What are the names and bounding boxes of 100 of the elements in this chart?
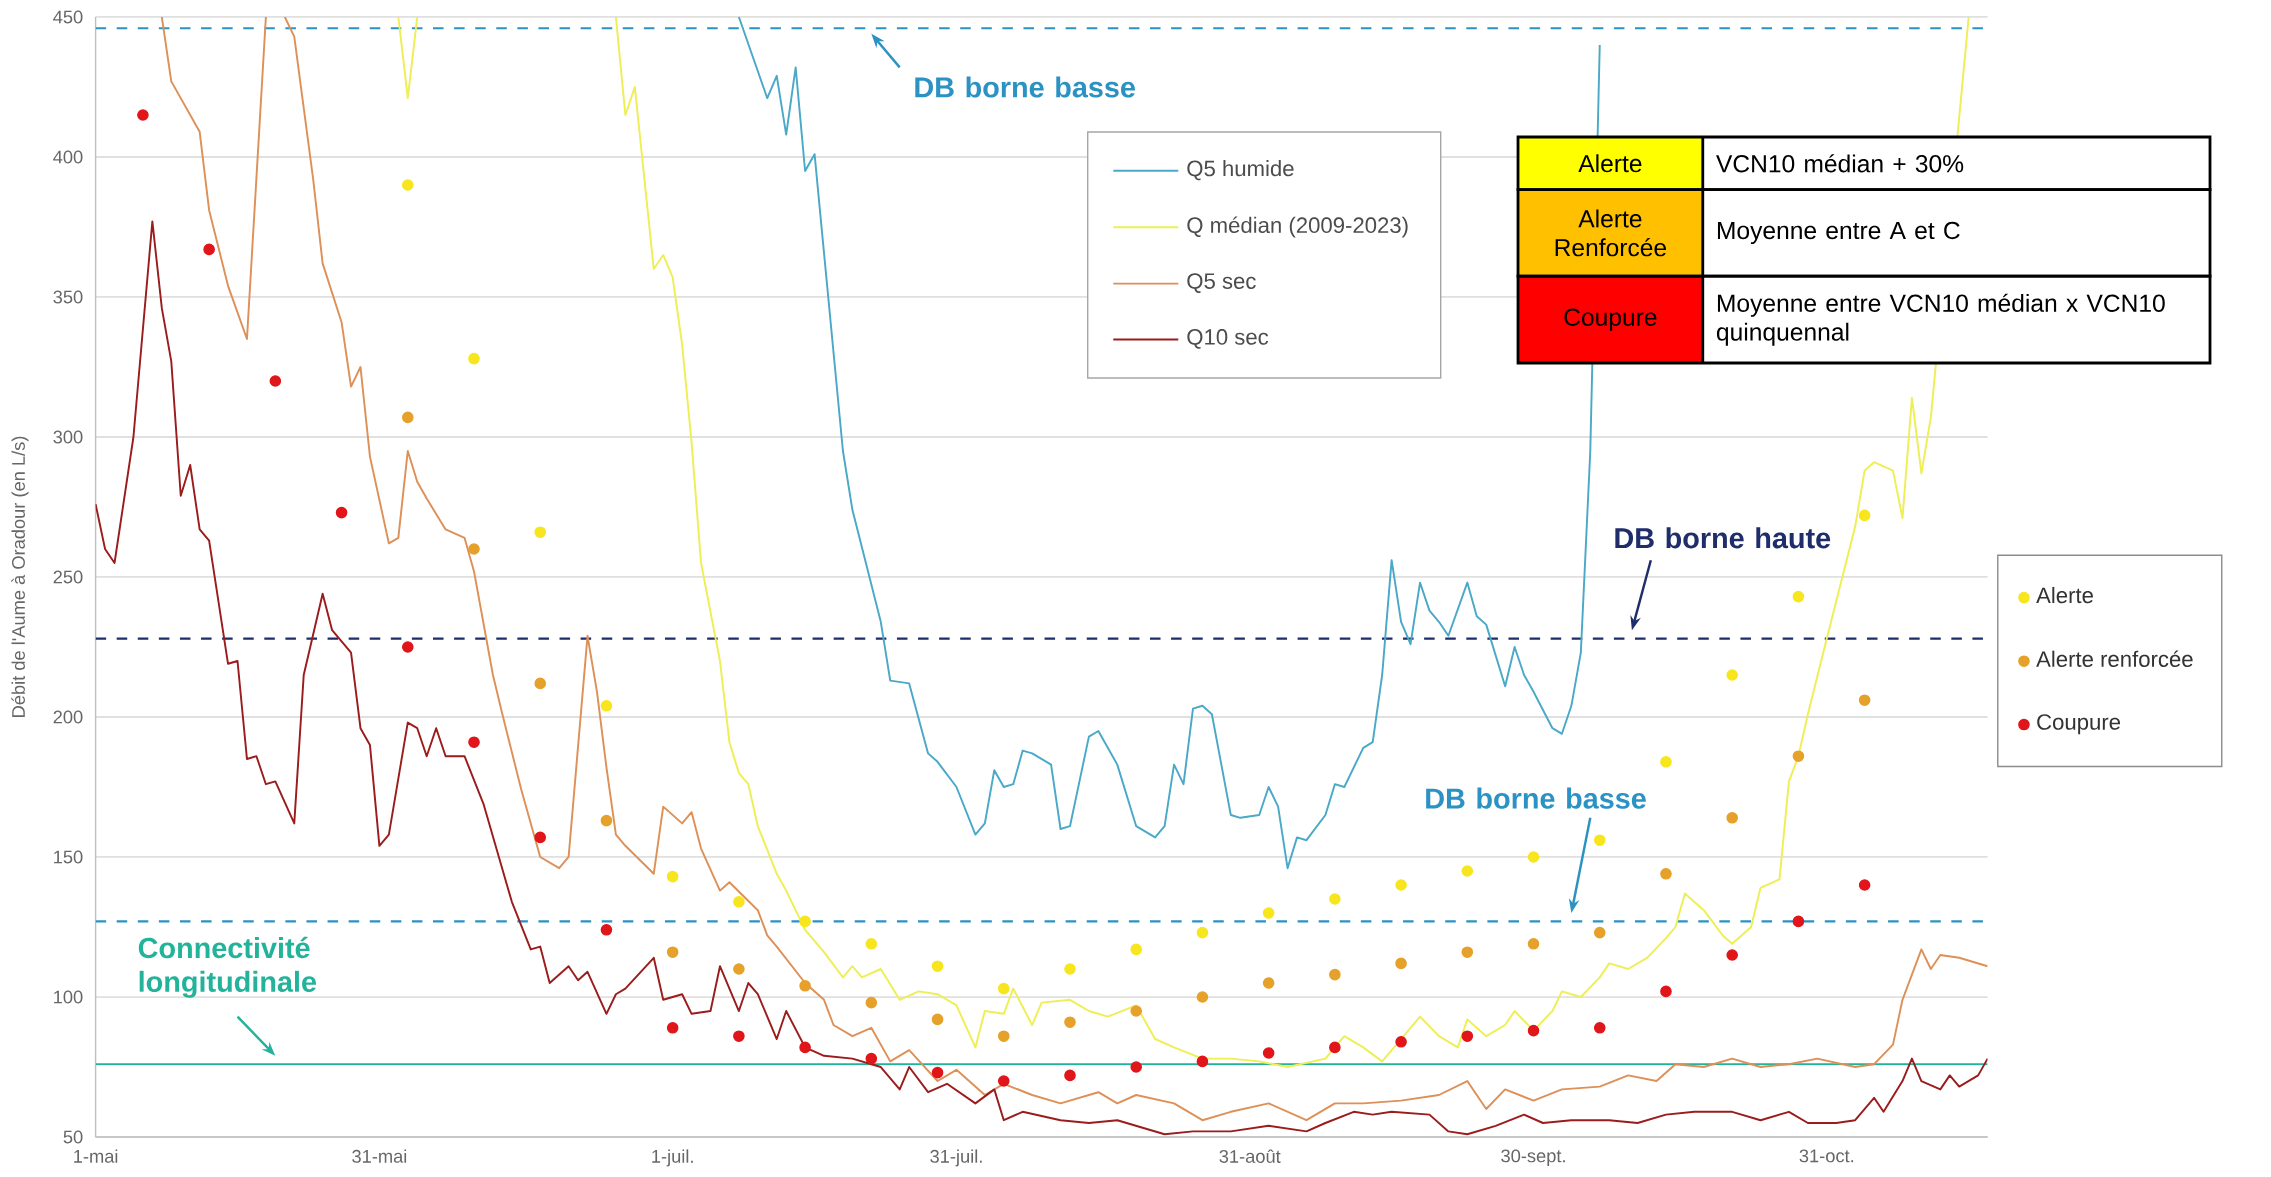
point bbox=[1262, 1047, 1275, 1059]
point bbox=[931, 1013, 944, 1026]
category-label: Coupure bbox=[1564, 308, 1657, 331]
ref-line-label: Connectivité longitudinale bbox=[138, 936, 317, 998]
legend-label: Coupure bbox=[2037, 714, 2121, 735]
point bbox=[1527, 937, 1540, 950]
point bbox=[468, 352, 480, 365]
x-tick-label: 31-oct. bbox=[1799, 1149, 1854, 1163]
y-tick-label: 150 bbox=[54, 850, 83, 864]
point bbox=[865, 1052, 878, 1065]
point bbox=[1130, 1061, 1143, 1073]
point bbox=[799, 915, 811, 928]
point bbox=[468, 543, 480, 555]
y-tick-label: 250 bbox=[53, 570, 83, 584]
point bbox=[1792, 590, 1805, 603]
point bbox=[997, 1075, 1010, 1087]
legend-label: Q médian (2009-2023) bbox=[1187, 216, 1408, 238]
legend-label: Q10 sec bbox=[1187, 329, 1269, 349]
point bbox=[1329, 1041, 1341, 1054]
point bbox=[1527, 1024, 1540, 1037]
point bbox=[1329, 893, 1341, 905]
point bbox=[1196, 926, 1209, 939]
point bbox=[534, 526, 547, 538]
point bbox=[600, 814, 613, 827]
point bbox=[1792, 750, 1805, 762]
ref-line-label: DB borne basse bbox=[915, 76, 1135, 98]
point bbox=[1461, 865, 1474, 877]
x-tick-label: 30-sept. bbox=[1501, 1149, 1565, 1166]
point bbox=[1726, 812, 1738, 824]
legend-label: Q5 sec bbox=[1187, 273, 1256, 293]
point bbox=[534, 831, 547, 844]
point bbox=[269, 375, 282, 387]
point bbox=[1064, 963, 1076, 975]
legend-label: Alerte renforcée bbox=[2036, 650, 2193, 667]
y-tick-label: 200 bbox=[53, 710, 83, 724]
category-label: Alerte Renforcée bbox=[1555, 209, 1667, 257]
point bbox=[1196, 1055, 1209, 1068]
ref-line-label: DB borne haute bbox=[1615, 527, 1831, 549]
ref-line-label: DB borne basse bbox=[1426, 787, 1646, 809]
y-tick-label: 350 bbox=[53, 290, 83, 304]
point bbox=[335, 506, 348, 519]
point bbox=[401, 411, 414, 424]
annotation: Moyenne entre VCN10 médian x VCN10 quinquennal bbox=[1716, 293, 2165, 346]
point bbox=[1593, 926, 1606, 939]
point bbox=[1196, 991, 1209, 1003]
point bbox=[1461, 946, 1474, 958]
point bbox=[1064, 1069, 1076, 1082]
point bbox=[733, 895, 745, 908]
point bbox=[997, 1030, 1010, 1042]
y-tick-label: 450 bbox=[53, 10, 83, 24]
point bbox=[534, 677, 547, 690]
point bbox=[600, 699, 613, 712]
x-tick-label: 1-juil. bbox=[652, 1149, 693, 1167]
y-tick-label: 50 bbox=[63, 1130, 83, 1144]
point bbox=[1858, 694, 1871, 706]
point bbox=[1395, 879, 1407, 891]
point bbox=[1726, 669, 1738, 681]
point bbox=[203, 243, 215, 256]
point bbox=[1461, 1030, 1474, 1042]
point bbox=[733, 1030, 745, 1042]
point bbox=[1395, 1036, 1407, 1048]
x-tick-label: 1-mai bbox=[74, 1149, 118, 1163]
y-tick-label: 100 bbox=[54, 990, 83, 1004]
x-tick-label: 31-août bbox=[1219, 1149, 1281, 1163]
point bbox=[799, 979, 811, 992]
point bbox=[137, 109, 149, 121]
point bbox=[401, 179, 414, 191]
point bbox=[1858, 509, 1871, 522]
annotation: VCN10 médian + 30% bbox=[1716, 154, 1964, 173]
point bbox=[666, 1021, 679, 1034]
y-axis-title: Débit de l'Aume à Oradour (en L/s) bbox=[11, 436, 29, 717]
point bbox=[1130, 943, 1143, 956]
point bbox=[1858, 879, 1871, 891]
point bbox=[1395, 957, 1407, 970]
point bbox=[666, 946, 679, 958]
point bbox=[401, 641, 414, 653]
point bbox=[931, 960, 944, 972]
point bbox=[666, 870, 679, 883]
point bbox=[1262, 977, 1275, 989]
point bbox=[1329, 968, 1341, 981]
y-tick-label: 300 bbox=[53, 430, 83, 444]
category-label: Alerte bbox=[1578, 154, 1642, 173]
point bbox=[1726, 949, 1738, 961]
point bbox=[997, 982, 1010, 995]
y-tick-label: 400 bbox=[53, 150, 83, 164]
point bbox=[468, 736, 480, 748]
point bbox=[1527, 851, 1540, 863]
point bbox=[1660, 755, 1672, 768]
point bbox=[1660, 867, 1672, 880]
point bbox=[1792, 915, 1805, 928]
point bbox=[1593, 834, 1606, 847]
point bbox=[1262, 907, 1275, 919]
annotation: Moyenne entre A et C bbox=[1717, 221, 1960, 245]
x-tick-label: 31-juil. bbox=[930, 1149, 982, 1167]
point bbox=[1130, 1005, 1143, 1017]
point bbox=[931, 1066, 944, 1079]
legend-label: Alerte bbox=[2036, 586, 2093, 604]
point bbox=[799, 1041, 811, 1054]
point bbox=[1064, 1016, 1076, 1028]
point bbox=[600, 923, 613, 936]
